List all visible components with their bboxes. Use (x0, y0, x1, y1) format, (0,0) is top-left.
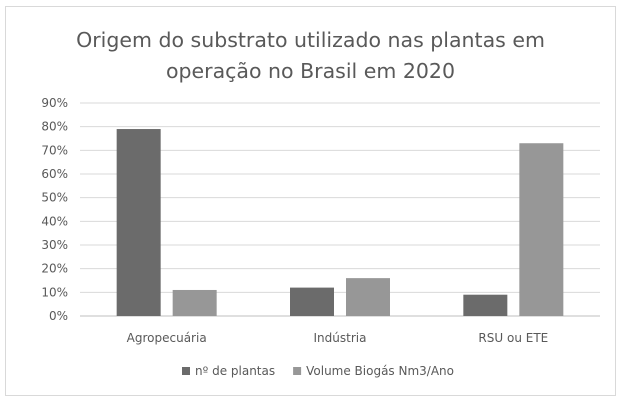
bar-plants (116, 129, 161, 316)
bar-plants (463, 294, 508, 316)
x-category-label: Agropecuária (127, 331, 207, 345)
legend-swatch (182, 367, 190, 375)
chart-title-line-1: Origem do substrato utilizado nas planta… (76, 28, 545, 52)
y-tick-label: 20% (41, 262, 68, 276)
y-tick-label: 40% (41, 214, 68, 228)
y-tick-label: 90% (41, 96, 68, 110)
y-tick-label: 30% (41, 238, 68, 252)
bar-volume (346, 278, 390, 316)
y-tick-label: 10% (41, 285, 68, 299)
bar-volume (519, 143, 564, 316)
y-tick-label: 70% (41, 143, 68, 157)
chart-title-line-2: operação no Brasil em 2020 (165, 59, 455, 83)
legend-label: Volume Biogás Nm3/Ano (306, 364, 454, 378)
x-category-label: Indústria (314, 331, 367, 345)
chart-frame: Origem do substrato utilizado nas planta… (5, 6, 616, 396)
chart-title: Origem do substrato utilizado nas planta… (6, 25, 615, 87)
legend-swatch (293, 367, 302, 375)
bar-plants (290, 287, 334, 316)
bar-volume (172, 289, 217, 316)
y-tick-label: 60% (41, 167, 68, 181)
x-category-label: RSU ou ETE (478, 331, 548, 345)
y-tick-label: 80% (41, 120, 68, 134)
legend-label: nº de plantas (195, 364, 275, 378)
y-tick-label: 0% (49, 309, 68, 323)
y-tick-label: 50% (41, 191, 68, 205)
